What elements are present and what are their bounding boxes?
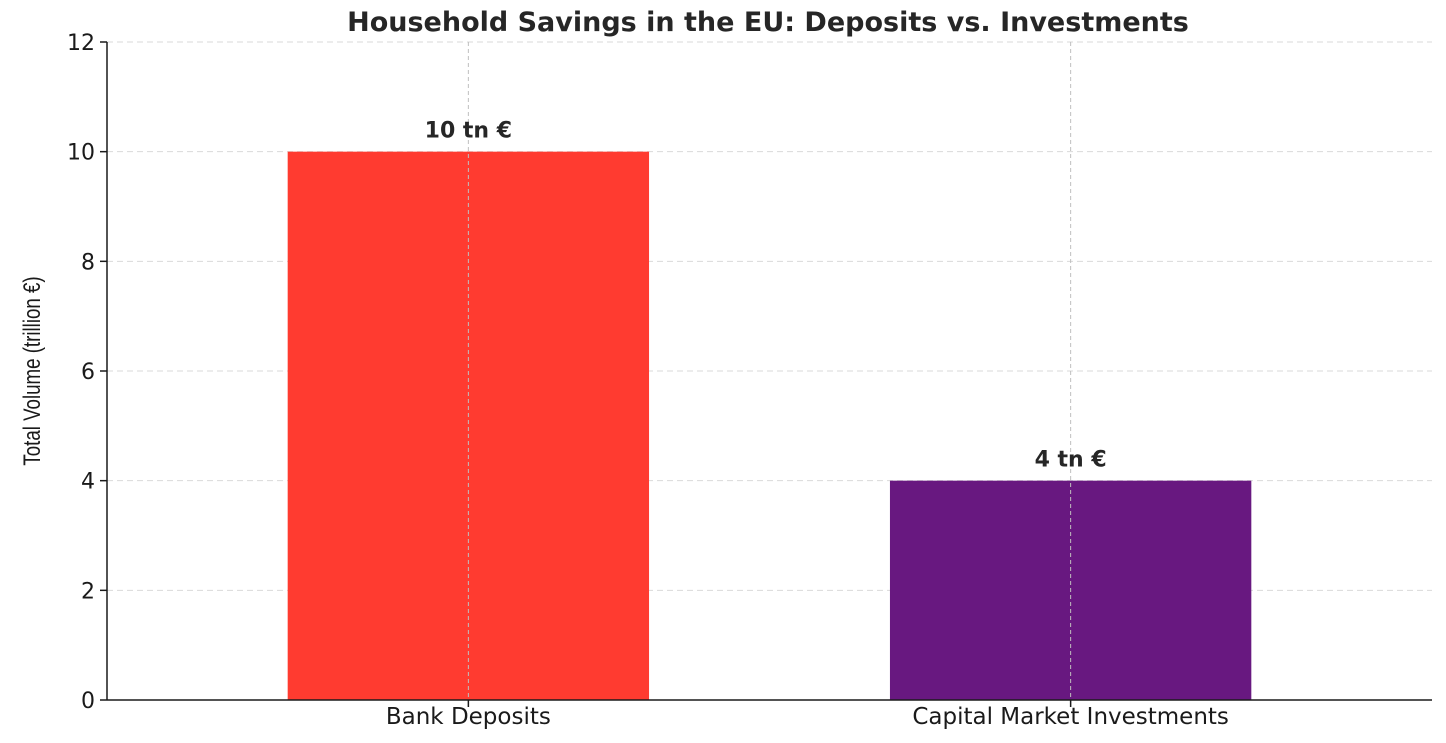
y-tick-label: 10: [67, 141, 95, 166]
y-tick-label: 12: [67, 31, 95, 56]
bar: [287, 151, 650, 700]
chart-title: Household Savings in the EU: Deposits vs…: [347, 7, 1189, 38]
y-tick-label: 2: [81, 579, 95, 604]
y-tick-label: 0: [81, 689, 95, 714]
x-tick-label: Bank Deposits: [386, 704, 551, 730]
data-label: 4 tn €: [1035, 448, 1107, 473]
labels: 0 2 4 6 8 10 12 Bank Deposits Capital Market Inv…: [67, 31, 1229, 730]
x-tick-label: Capital Market Investments: [912, 704, 1229, 730]
data-label: 10 tn €: [425, 119, 512, 144]
y-tick-label: 8: [81, 250, 95, 275]
bars: [287, 151, 1252, 700]
y-axis-label: Total Volume (trillion €): [19, 276, 46, 465]
y-tick-label: 4: [81, 470, 95, 495]
axes: [100, 41, 1432, 707]
y-tick-label: 6: [81, 360, 95, 385]
